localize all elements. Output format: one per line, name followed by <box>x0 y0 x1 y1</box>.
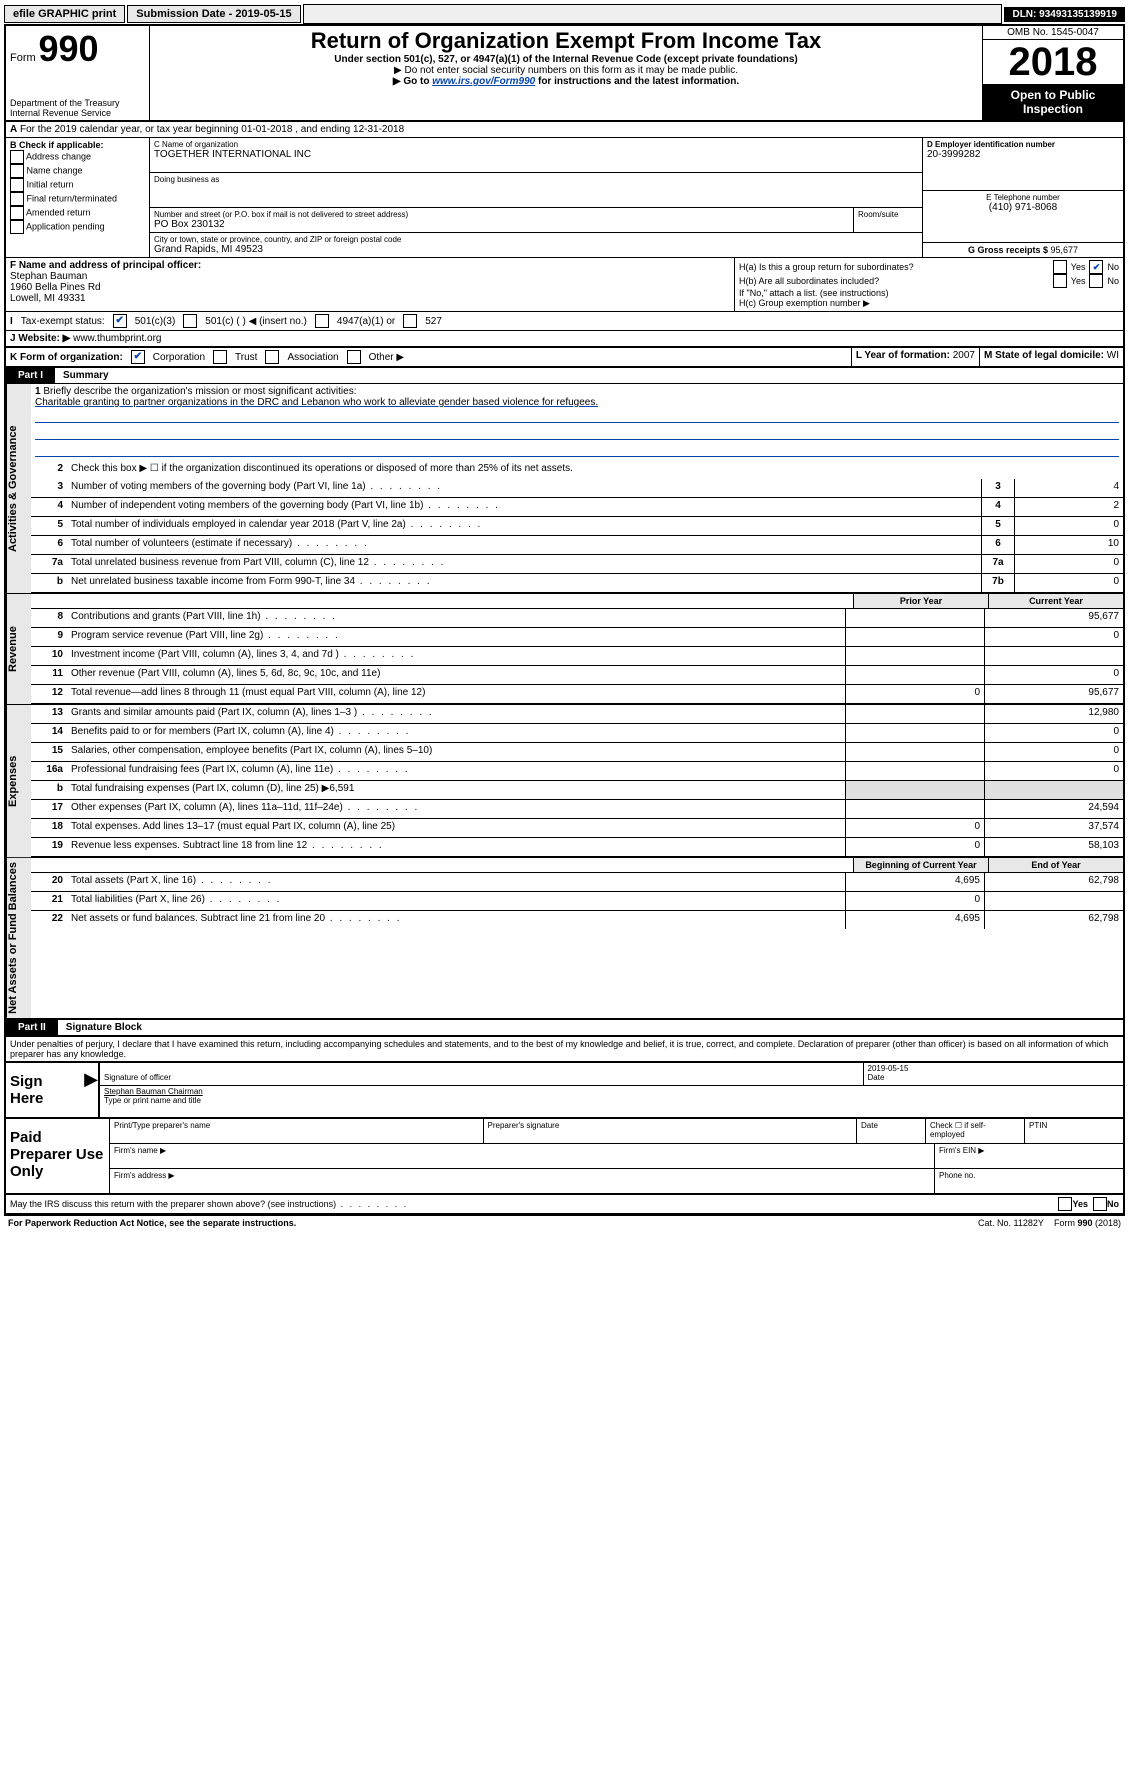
paid-preparer: Paid Preparer Use Only Print/Type prepar… <box>6 1117 1123 1195</box>
line-i: I Tax-exempt status: ✔ 501(c)(3) 501(c) … <box>6 312 1123 331</box>
tab-revenue: Revenue <box>6 594 31 704</box>
title-cell: Return of Organization Exempt From Incom… <box>150 26 982 120</box>
part2-header: Part II Signature Block <box>6 1018 1123 1036</box>
mission: 1 Briefly describe the organization's mi… <box>31 384 1123 461</box>
sign-here: Sign Here ▶ Signature of officer 2019-05… <box>6 1061 1123 1117</box>
efile-button[interactable]: efile GRAPHIC print <box>4 5 125 23</box>
box-h: H(a) Is this a group return for subordin… <box>734 258 1123 311</box>
tab-netassets: Net Assets or Fund Balances <box>6 858 31 1018</box>
box-b: B Check if applicable: Address change Na… <box>6 138 150 257</box>
instructions-link[interactable]: ▶ Go to www.irs.gov/Form990 for instruct… <box>154 76 978 87</box>
tab-activities: Activities & Governance <box>6 384 31 593</box>
top-bar: efile GRAPHIC print Submission Date - 20… <box>4 4 1125 24</box>
box-c: C Name of organization TOGETHER INTERNAT… <box>150 138 922 257</box>
discuss-line: May the IRS discuss this return with the… <box>6 1195 1123 1213</box>
form-number-cell: Form 990 Department of the Treasury Inte… <box>6 26 150 120</box>
box-deg: D Employer identification number 20-3999… <box>922 138 1123 257</box>
box-f: F Name and address of principal officer:… <box>6 258 734 311</box>
topbar-spacer <box>303 4 1003 24</box>
line-a: A For the 2019 calendar year, or tax yea… <box>6 122 1123 138</box>
part1-header: Part I Summary <box>6 368 1123 384</box>
year-formation: L Year of formation: 2007 <box>851 348 979 366</box>
tab-expenses: Expenses <box>6 705 31 857</box>
declaration: Under penalties of perjury, I declare th… <box>6 1036 1123 1061</box>
submission-date: Submission Date - 2019-05-15 <box>127 5 300 23</box>
year-cell: OMB No. 1545-0047 2018 Open to Public In… <box>982 26 1123 120</box>
line-j: J Website: ▶ www.thumbprint.org <box>6 331 1123 347</box>
state-domicile: M State of legal domicile: WI <box>979 348 1123 366</box>
dln: DLN: 93493135139919 <box>1004 7 1125 22</box>
line-k: K Form of organization: ✔ Corporation Tr… <box>6 348 851 366</box>
footer: For Paperwork Reduction Act Notice, see … <box>4 1215 1125 1230</box>
form-container: Form 990 Department of the Treasury Inte… <box>4 24 1125 1215</box>
